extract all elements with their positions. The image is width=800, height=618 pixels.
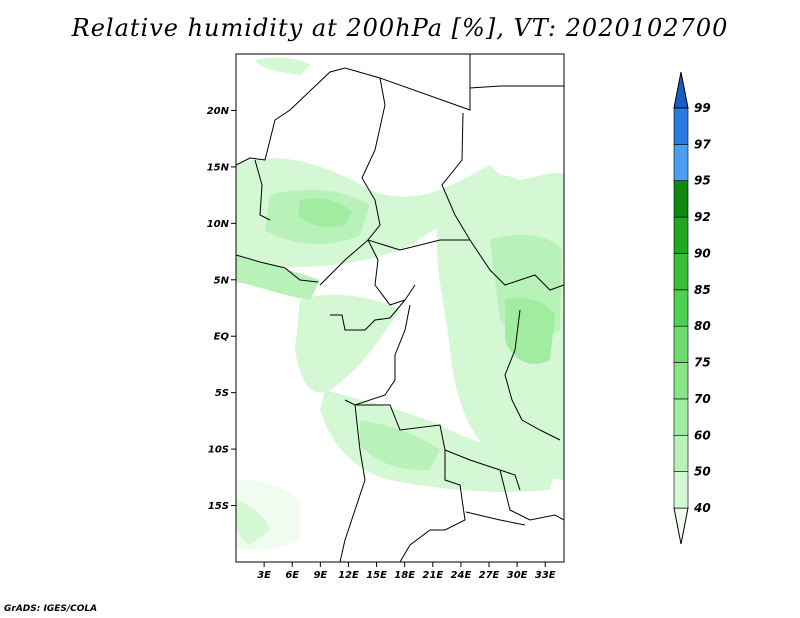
lon-tick-label: 12E [338, 570, 359, 581]
colorbar-label: 90 [694, 246, 711, 260]
colorbar-bin [673, 107, 689, 145]
colorbar-label: 85 [694, 283, 711, 297]
colorbar-bin [673, 180, 689, 218]
lat-tick-label: 5N [214, 275, 230, 286]
colorbar-label: 97 [694, 137, 711, 151]
lon-tick-label: 6E [285, 570, 299, 581]
lon-tick-label: 30E [507, 570, 528, 581]
colorbar-label: 92 [694, 210, 711, 224]
lat-tick-label: 15S [208, 501, 229, 512]
colorbar-bin [673, 253, 689, 291]
lon-tick-label: 33E [535, 570, 556, 581]
colorbar-bin [673, 289, 689, 327]
lat-tick-label: 10N [207, 219, 230, 230]
colorbar-low-arrow [673, 507, 689, 545]
colorbar-bin [673, 434, 689, 472]
lat-tick-label: 20N [207, 106, 230, 117]
lat-tick-label: 5S [215, 388, 229, 399]
lon-tick-label: 18E [394, 570, 415, 581]
longitude-axis: 3E 6E 9E 12E 15E 18E 21E 24E 27E 30E 33E [257, 562, 556, 581]
lon-tick-label: 24E [451, 570, 472, 581]
colorbar-bin [673, 398, 689, 436]
lat-tick-label: EQ [214, 332, 230, 343]
lat-tick-label: 10S [208, 445, 229, 456]
humidity-field [236, 57, 564, 550]
colorbar-bin [673, 325, 689, 363]
colorbar-bin [673, 144, 689, 182]
lon-tick-label: 27E [479, 570, 500, 581]
lon-tick-label: 3E [257, 570, 271, 581]
colorbar-label: 50 [694, 465, 711, 479]
country-borders [236, 54, 564, 562]
lon-tick-label: 9E [313, 570, 327, 581]
colorbar-bin [673, 362, 689, 400]
map-title: Relative humidity at 200hPa [%], VT: 202… [71, 14, 729, 42]
colorbar-bin [673, 471, 689, 509]
colorbar-bin [673, 216, 689, 254]
colorbar-label: 99 [694, 101, 711, 115]
latitude-axis: 20N 15N 10N 5N EQ 5S 10S 15S [207, 106, 236, 512]
colorbar-label: 75 [694, 356, 711, 370]
colorbar-label: 60 [694, 428, 711, 442]
lon-tick-label: 15E [366, 570, 387, 581]
colorbar: 40 50 60 70 75 80 85 90 92 95 97 99 [673, 71, 711, 545]
lat-tick-label: 15N [207, 162, 230, 173]
colorbar-label: 70 [694, 392, 711, 406]
grads-credit: GrADS: IGES/COLA [4, 604, 98, 614]
colorbar-label: 80 [694, 319, 711, 333]
colorbar-label: 95 [694, 174, 711, 188]
colorbar-high-arrow [673, 71, 689, 109]
lon-tick-label: 21E [422, 570, 443, 581]
map-frame [235, 53, 565, 563]
colorbar-label: 40 [693, 501, 711, 515]
